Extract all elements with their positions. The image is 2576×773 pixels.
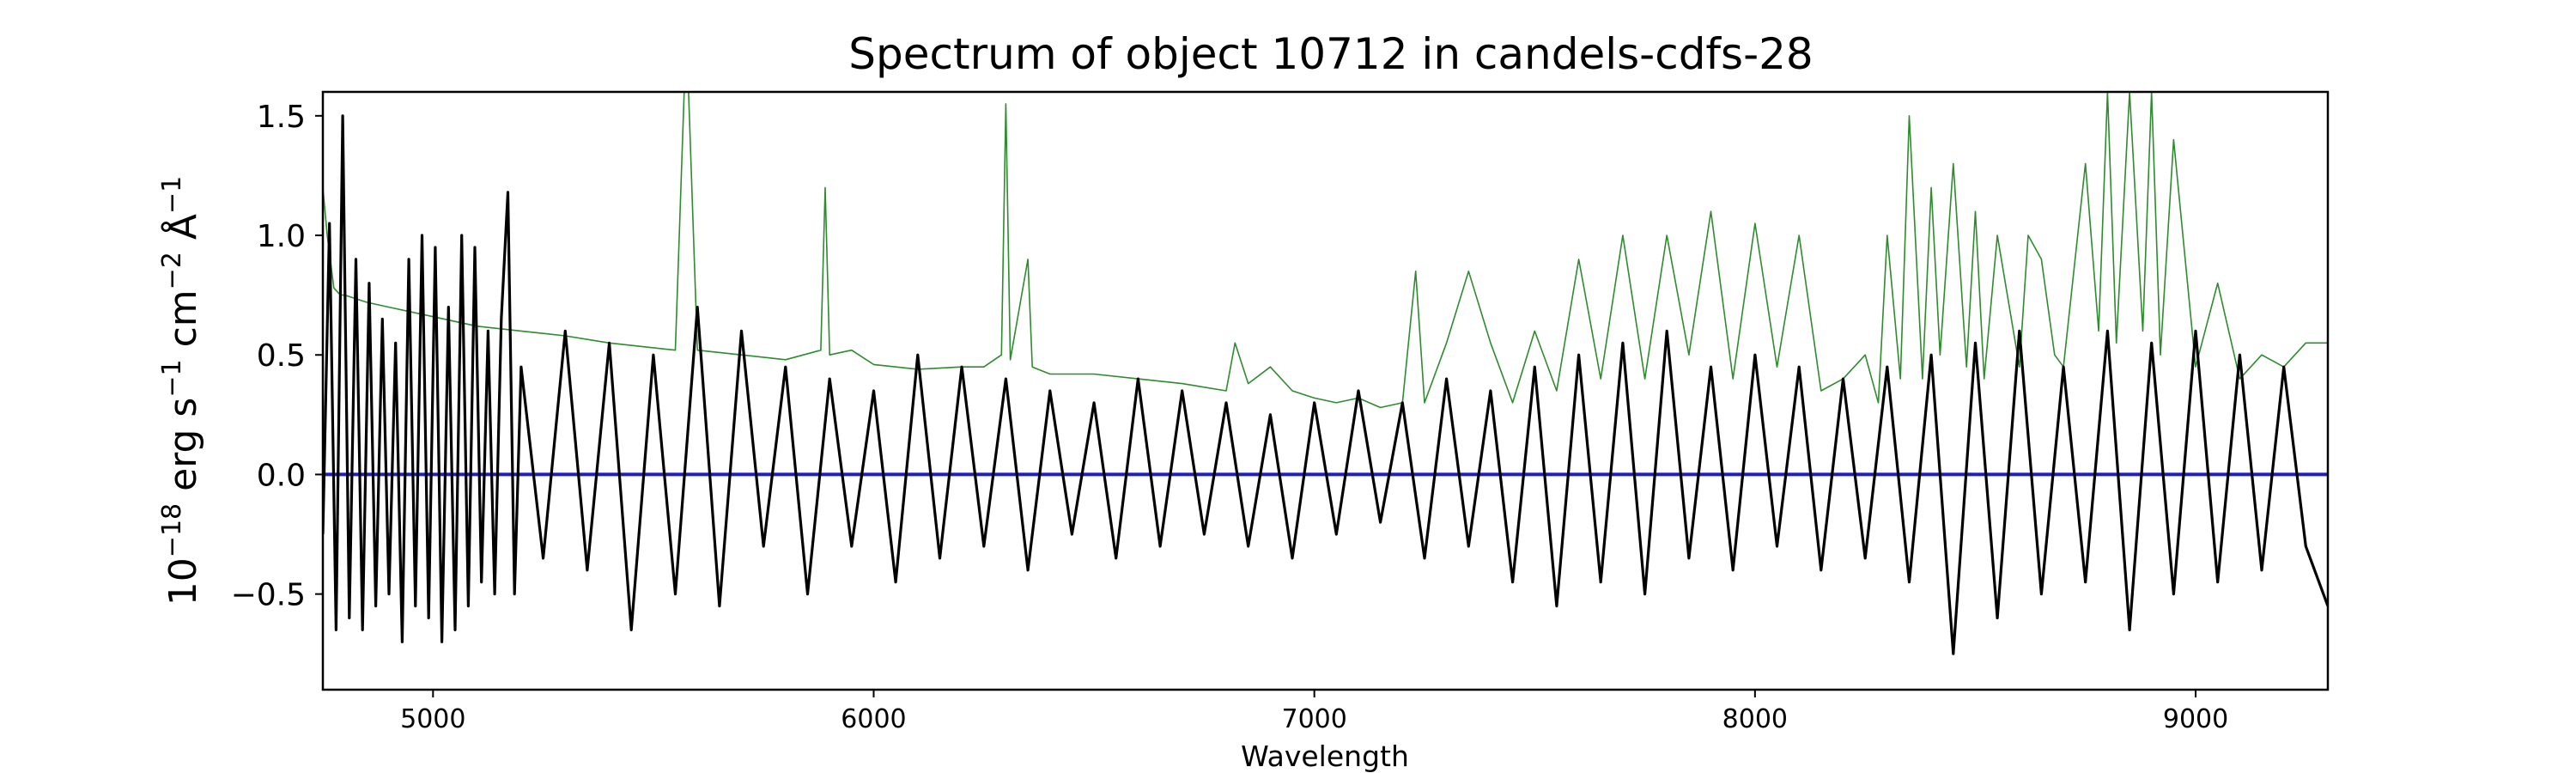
y-axis-label-base: 10 [161, 557, 205, 606]
plot-area [323, 92, 2328, 655]
flux-series-line [323, 114, 2328, 655]
y-tick-label: 0.0 [257, 458, 306, 493]
x-tick-label: 6000 [841, 704, 906, 734]
x-tick-label: 7000 [1281, 704, 1346, 734]
y-axis-label-exp: −18 [157, 503, 187, 557]
plot-frame [321, 90, 2330, 691]
y-tick-label: 1.0 [257, 219, 306, 254]
y-tick-label: 0.5 [257, 338, 306, 374]
x-tick-label: 5000 [400, 704, 465, 734]
x-tick-label: 9000 [2163, 704, 2228, 734]
y-axis-label-text: erg s [161, 398, 205, 503]
y-axis-label-sexp: −1 [157, 359, 187, 397]
y-axis-label: 10−18 erg s−1 cm−2 Å−1 [157, 176, 205, 606]
x-axis-label: Wavelength [1241, 740, 1409, 773]
y-axis-label-cm: cm [161, 289, 205, 359]
y-tick-label: 1.5 [257, 100, 306, 135]
x-axis-ticks: 5000 6000 7000 8000 9000 [400, 690, 2228, 734]
y-axis-label-cmexp: −2 [157, 252, 187, 289]
y-axis-label-ang: Å [160, 214, 205, 252]
x-tick-label: 8000 [1722, 704, 1788, 734]
y-tick-label: −0.5 [231, 578, 306, 613]
error-series-line [323, 92, 2328, 409]
y-axis-ticks: −0.5 0.0 0.5 1.0 1.5 [231, 100, 323, 613]
series-layer [323, 92, 2328, 655]
chart-title: Spectrum of object 10712 in candels-cdfs… [848, 29, 1814, 79]
y-axis-label-angexp: −1 [157, 176, 187, 214]
